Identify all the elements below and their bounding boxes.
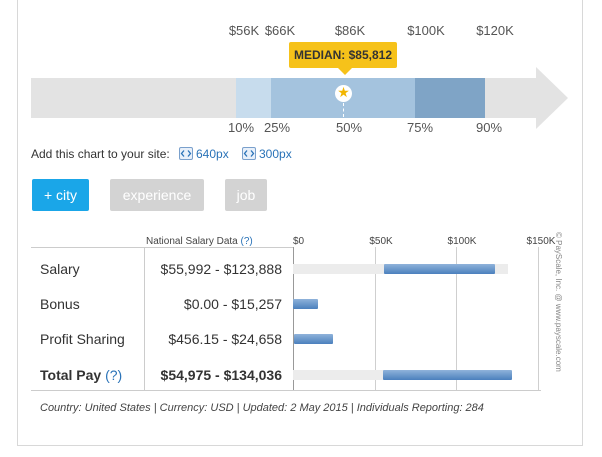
median-tooltip-pointer (338, 68, 352, 75)
gridline-100k (456, 247, 457, 390)
experience-button[interactable]: experience (110, 179, 204, 211)
row-range-bar (293, 299, 318, 309)
axis-label-150k: $150K (526, 236, 556, 247)
p10-value: $56K (228, 23, 260, 38)
embed-code-icon (242, 147, 256, 160)
star-icon: ★ (337, 84, 350, 100)
row-label-text: Profit Sharing (40, 331, 125, 347)
band-75-90 (415, 78, 485, 118)
table-header-label: National Salary Data (146, 236, 238, 247)
axis-label-100k: $100K (447, 236, 477, 247)
pct-label-25: 25% (263, 120, 291, 135)
row-label-text: Total Pay (40, 367, 102, 383)
row-range-value: $0.00 - $15,257 (183, 296, 282, 312)
pct-label-90: 90% (475, 120, 503, 135)
median-marker (335, 85, 352, 102)
gridline-150k (538, 247, 539, 390)
table-top-border (31, 247, 294, 248)
row-label: Profit Sharing (40, 331, 125, 347)
p50-value: $86K (334, 23, 366, 38)
add-city-button[interactable]: + city (32, 179, 89, 211)
row-range-bar (293, 334, 334, 344)
median-line (343, 103, 344, 117)
table-bottom-border (31, 390, 541, 391)
pct-label-10: 10% (227, 120, 255, 135)
data-footnote: Country: United States | Currency: USD |… (40, 402, 484, 414)
row-range-bar (382, 370, 512, 380)
p25-value: $66K (264, 23, 296, 38)
track-arrow-head (536, 67, 568, 129)
gridline-50k (375, 247, 376, 390)
p90-value: $120K (476, 23, 514, 38)
gridline-0 (293, 247, 294, 390)
embed-640-link[interactable]: 640px (179, 147, 229, 161)
table-column-divider (144, 247, 145, 390)
row-label: Salary (40, 261, 80, 277)
embed-640-label: 640px (196, 147, 229, 161)
job-button[interactable]: job (225, 179, 267, 211)
total-pay-help-link[interactable]: (?) (105, 367, 123, 383)
embed-300-link[interactable]: 300px (242, 147, 292, 161)
row-label-text: Bonus (40, 296, 80, 312)
p75-value: $100K (407, 23, 445, 38)
axis-label-0: $0 (293, 236, 305, 247)
row-label-text: Salary (40, 261, 80, 277)
embed-code-icon (179, 147, 193, 160)
row-range-bar (384, 264, 496, 274)
pct-label-75: 75% (406, 120, 434, 135)
table-header-help-link[interactable]: (?) (240, 236, 253, 247)
row-range-value: $55,992 - $123,888 (160, 261, 282, 277)
row-label: Total Pay (?) (40, 367, 122, 383)
row-range-value: $456.15 - $24,658 (168, 331, 282, 347)
add-chart-label: Add this chart to your site: (31, 147, 170, 161)
row-label: Bonus (40, 296, 80, 312)
pct-label-50: 50% (335, 120, 363, 135)
median-tooltip: MEDIAN: $85,812 (289, 42, 397, 68)
axis-label-50k: $50K (369, 236, 393, 247)
row-range-value: $54,975 - $134,036 (160, 367, 282, 383)
payscale-credit: © PayScale, Inc. @ www.payscale.com (554, 232, 563, 372)
embed-300-label: 300px (259, 147, 292, 161)
table-header: National Salary Data (?) (146, 236, 253, 247)
